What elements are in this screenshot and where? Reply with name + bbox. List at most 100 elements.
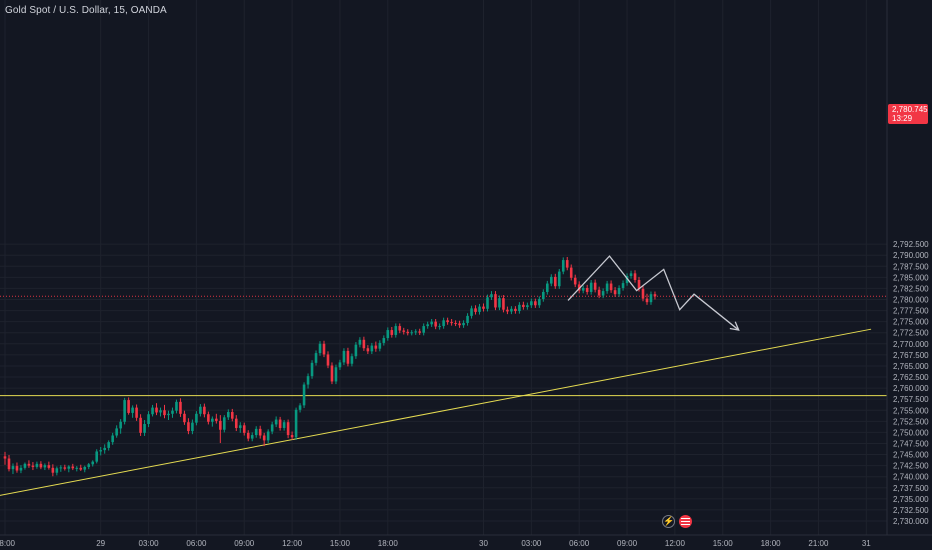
candle-body [95, 451, 99, 462]
candle-body [199, 406, 202, 414]
candle-up [617, 285, 621, 297]
candle-up [546, 280, 549, 295]
candle-up [171, 407, 174, 418]
candle-body [107, 442, 110, 448]
candle-down [139, 414, 142, 436]
candle-body [490, 294, 493, 298]
candle-body [242, 425, 246, 433]
candles-layer [3, 256, 657, 477]
candle-body [87, 464, 91, 467]
candle-body [534, 301, 537, 306]
candle-body [434, 321, 437, 327]
candle-body [215, 418, 218, 421]
candle-body [322, 343, 326, 355]
time-tick-label: 12:00 [665, 539, 686, 548]
candle-down [482, 303, 485, 312]
candle-body [346, 350, 350, 364]
candle-body [11, 466, 15, 470]
price-tick-label: 2,780.000 [893, 296, 929, 305]
chart-title: Gold Spot / U.S. Dollar, 15, OANDA [5, 5, 167, 16]
candle-up [87, 462, 91, 470]
candle-down [645, 293, 649, 305]
candle-up [605, 280, 609, 294]
candle-up [410, 330, 414, 336]
candle-body [187, 422, 190, 432]
candle-down [609, 280, 613, 293]
candle-up [11, 463, 15, 475]
candle-body [593, 282, 597, 290]
candle-body [111, 435, 114, 443]
candle-body [310, 362, 314, 377]
candle-down [39, 461, 43, 470]
candle-up [266, 429, 270, 444]
candle-up [91, 460, 95, 467]
candle-down [474, 305, 477, 315]
candle-body [139, 417, 142, 433]
flag-icon[interactable] [679, 515, 692, 528]
candle-body [470, 308, 473, 316]
candle-body [318, 343, 322, 354]
candle-body [585, 287, 589, 292]
candle-down [230, 408, 234, 422]
candle-body [326, 354, 330, 366]
candle-body [645, 298, 649, 303]
candle-down [565, 256, 569, 271]
time-tick-label: 21:00 [808, 539, 829, 548]
candle-up [238, 422, 242, 433]
candle-body [358, 339, 362, 345]
candle-up [199, 404, 202, 417]
time-axis[interactable]: 18:00 29 03:00 06:00 09:00 12:00 15:00 18:00 30 0… [0, 534, 932, 548]
candle-down [502, 295, 505, 313]
candle-body [625, 276, 629, 284]
candle-up [83, 465, 87, 473]
candle-body [258, 428, 262, 436]
candle-up [350, 353, 354, 367]
candle-up [67, 465, 71, 473]
candle-body [430, 321, 433, 325]
candle-down [242, 422, 246, 436]
candle-body [35, 463, 39, 467]
candle-body [557, 271, 561, 287]
lightning-icon[interactable]: ⚡ [662, 515, 675, 528]
candle-up [426, 321, 429, 329]
candle-body [653, 294, 657, 297]
candle-up [430, 318, 433, 327]
candle-down [31, 462, 35, 471]
candle-body [302, 384, 306, 406]
candle-up [23, 462, 27, 470]
candle-body [230, 412, 234, 419]
price-axis[interactable]: 2,792.500 2,790.000 2,787.500 2,785.000 2,78… [886, 0, 929, 535]
candle-body [234, 418, 238, 428]
candle-down [322, 340, 326, 358]
candle-up [55, 466, 59, 476]
price-tick-label: 2,792.500 [893, 240, 929, 249]
candle-body [621, 283, 625, 288]
candle-up [314, 350, 318, 366]
candle-down [402, 327, 406, 335]
candle-down [390, 326, 394, 338]
candle-up [338, 359, 342, 370]
candle-body [414, 331, 418, 333]
candle-down [514, 306, 517, 314]
candle-body [19, 467, 23, 471]
candle-up [75, 466, 79, 472]
candle-body [518, 304, 521, 312]
candle-body [446, 320, 449, 323]
candle-up [354, 342, 358, 359]
candle-down [135, 404, 138, 421]
time-tick-label: 18:00 [378, 539, 399, 548]
candle-down [573, 274, 577, 288]
candle-up [342, 348, 346, 366]
candle-up [159, 407, 162, 417]
candle-up [131, 405, 134, 418]
candle-body [7, 458, 11, 470]
candle-up [510, 306, 513, 315]
ascending-trendline [0, 328, 872, 496]
candle-body [135, 407, 138, 418]
candle-up [589, 280, 593, 295]
candle-body [378, 342, 382, 349]
candle-down [3, 451, 7, 465]
candle-body [99, 450, 102, 452]
